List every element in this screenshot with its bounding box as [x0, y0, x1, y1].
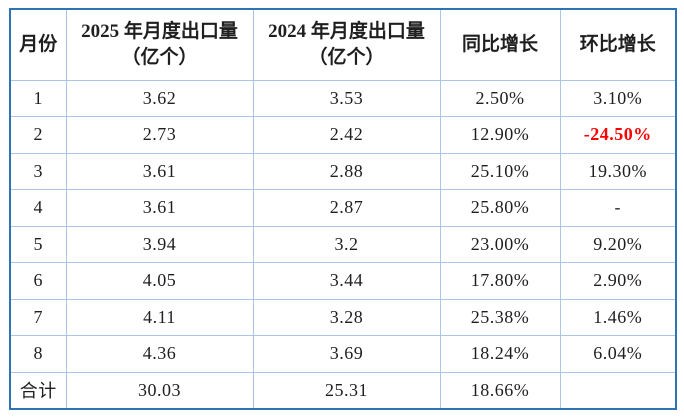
cell-export-2024: 2.42 [252, 116, 441, 154]
cell-yoy: 12.90% [439, 116, 561, 154]
cell-export-2024: 3.69 [252, 335, 441, 373]
cell-yoy: 25.10% [439, 152, 561, 190]
cell-total-2024: 25.31 [252, 371, 441, 409]
cell-export-2024: 3.44 [252, 262, 441, 300]
cell-mom: 6.04% [559, 335, 677, 373]
export-table-container: 月份 2025 年月度出口量 （亿个） 2024 年月度出口量 （亿个） 同比增… [9, 8, 677, 410]
table-header: 月份 2025 年月度出口量 （亿个） 2024 年月度出口量 （亿个） 同比增… [9, 8, 677, 81]
header-mom-growth: 环比增长 [559, 8, 677, 81]
cell-yoy: 23.00% [439, 225, 561, 263]
cell-mom: - [559, 189, 677, 227]
table-body: 1 3.62 3.53 2.50% 3.10% 2 2.73 2.42 12.9… [9, 79, 677, 409]
cell-yoy: 18.24% [439, 335, 561, 373]
cell-export-2025: 3.61 [65, 189, 254, 227]
header-month: 月份 [9, 8, 67, 81]
table-row: 8 4.36 3.69 18.24% 6.04% [9, 335, 677, 373]
header-export-2025: 2025 年月度出口量 （亿个） [65, 8, 254, 81]
cell-mom: 9.20% [559, 225, 677, 263]
cell-export-2024: 2.87 [252, 189, 441, 227]
cell-yoy: 25.38% [439, 298, 561, 336]
cell-export-2025: 3.94 [65, 225, 254, 263]
cell-total-mom [559, 371, 677, 409]
cell-export-2024: 3.53 [252, 79, 441, 117]
table-row: 2 2.73 2.42 12.90% -24.50% [9, 116, 677, 154]
monthly-export-table: 月份 2025 年月度出口量 （亿个） 2024 年月度出口量 （亿个） 同比增… [9, 8, 677, 410]
cell-yoy: 17.80% [439, 262, 561, 300]
table-row: 3 3.61 2.88 25.10% 19.30% [9, 152, 677, 190]
cell-export-2025: 4.05 [65, 262, 254, 300]
cell-mom: 2.90% [559, 262, 677, 300]
cell-month: 3 [9, 152, 67, 190]
cell-export-2025: 4.36 [65, 335, 254, 373]
cell-export-2024: 2.88 [252, 152, 441, 190]
table-row: 5 3.94 3.2 23.00% 9.20% [9, 225, 677, 263]
table-row: 1 3.62 3.53 2.50% 3.10% [9, 79, 677, 117]
table-row: 7 4.11 3.28 25.38% 1.46% [9, 298, 677, 336]
table-row: 6 4.05 3.44 17.80% 2.90% [9, 262, 677, 300]
cell-mom-negative: -24.50% [559, 116, 677, 154]
cell-month: 7 [9, 298, 67, 336]
cell-mom: 1.46% [559, 298, 677, 336]
cell-export-2025: 3.62 [65, 79, 254, 117]
total-row: 合计 30.03 25.31 18.66% [9, 371, 677, 409]
cell-month: 4 [9, 189, 67, 227]
cell-yoy: 2.50% [439, 79, 561, 117]
cell-total-2025: 30.03 [65, 371, 254, 409]
cell-mom: 3.10% [559, 79, 677, 117]
cell-month: 8 [9, 335, 67, 373]
cell-month: 5 [9, 225, 67, 263]
cell-export-2025: 4.11 [65, 298, 254, 336]
header-yoy-growth: 同比增长 [439, 8, 561, 81]
cell-export-2024: 3.2 [252, 225, 441, 263]
cell-yoy: 25.80% [439, 189, 561, 227]
cell-total-label: 合计 [9, 371, 67, 409]
cell-export-2025: 3.61 [65, 152, 254, 190]
cell-month: 2 [9, 116, 67, 154]
cell-total-yoy: 18.66% [439, 371, 561, 409]
cell-export-2024: 3.28 [252, 298, 441, 336]
cell-month: 1 [9, 79, 67, 117]
cell-export-2025: 2.73 [65, 116, 254, 154]
table-row: 4 3.61 2.87 25.80% - [9, 189, 677, 227]
header-export-2024: 2024 年月度出口量 （亿个） [252, 8, 441, 81]
cell-mom: 19.30% [559, 152, 677, 190]
cell-month: 6 [9, 262, 67, 300]
header-row: 月份 2025 年月度出口量 （亿个） 2024 年月度出口量 （亿个） 同比增… [9, 8, 677, 81]
